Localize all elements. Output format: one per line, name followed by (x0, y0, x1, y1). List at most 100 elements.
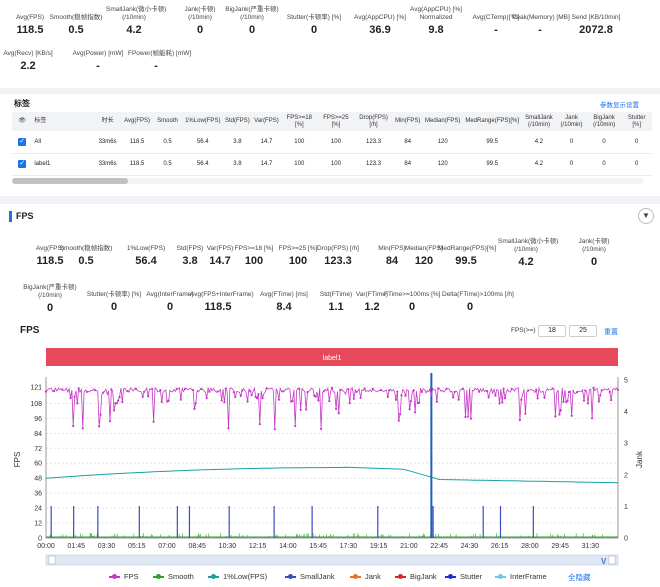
fps-point (141, 395, 144, 398)
collapse-button[interactable]: ▼ (638, 208, 654, 224)
fps-point (298, 387, 301, 390)
row-checkbox[interactable]: ✓ (12, 131, 33, 154)
stat-value: - (538, 24, 542, 36)
stat-item: FTime>=100ms [%] 0 (384, 291, 440, 313)
column-header[interactable]: MedRange(FPS)[%] (462, 112, 522, 131)
column-header[interactable]: Avg(FPS) (121, 112, 153, 131)
legend-item[interactable]: SmallJank (285, 572, 335, 581)
stat-value: 0 (166, 301, 174, 313)
legend-item[interactable]: Jank (350, 572, 381, 581)
legend-dot (448, 573, 453, 579)
stat-value: 100 (244, 255, 264, 267)
table-cell: 33m6s (93, 131, 122, 154)
fps-point (420, 390, 423, 394)
fps-point (159, 389, 162, 392)
visibility-column-header[interactable]: 👁 (12, 112, 33, 131)
table-row[interactable]: ✓ label1 33m6s 118.5 0.5 56.4 3.8 14.7 100 100 123… (12, 153, 652, 176)
column-header[interactable]: Smooth (152, 112, 183, 131)
table-cell: 0 (586, 131, 622, 154)
legend-item[interactable]: Stutter (445, 572, 482, 581)
column-header[interactable]: Jank (/10min) (556, 112, 587, 131)
fps-point (254, 395, 257, 398)
fps-point (76, 402, 79, 405)
fps-threshold-input-2[interactable]: 25 (569, 325, 597, 337)
column-header[interactable]: Std(FPS) (222, 112, 252, 131)
column-header[interactable]: 时长 (93, 112, 122, 131)
table-cell: label1 (32, 153, 94, 176)
stat-value: 118.5 (16, 24, 44, 36)
tag-table-scroll-thumb[interactable] (12, 178, 128, 184)
fps-point (600, 389, 603, 392)
x-tick-label: 17:30 (340, 543, 358, 550)
stat-label: Avg(AppCPU) [%] (354, 14, 406, 21)
hide-all-toggle[interactable]: 全隐藏 (568, 573, 591, 582)
fps-point (397, 419, 400, 422)
fps-point (126, 390, 129, 393)
x-tick-label: 22:45 (430, 543, 448, 550)
fps-point (467, 415, 470, 418)
fps-point (234, 395, 237, 399)
column-header[interactable]: 标签 (32, 112, 94, 131)
table-cell: 120 (422, 131, 463, 154)
display-settings-link[interactable]: 参数显示设置 (600, 102, 639, 109)
fps-point (320, 427, 323, 431)
fps-point (520, 398, 523, 401)
column-header[interactable]: 1%Low(FPS) (182, 112, 223, 131)
stat-value: 1.2 (364, 301, 380, 313)
tag-table-scrollbar[interactable] (12, 178, 644, 184)
fps-point (249, 389, 252, 393)
column-header[interactable]: FPS>=25 [%] (317, 112, 355, 131)
y-tick-label: 108 (30, 401, 42, 408)
stat-value: 2.2 (20, 60, 36, 72)
column-header[interactable]: SmallJank (/10min) (521, 112, 557, 131)
stat-item: Avg(AppCPU) [%] Normalized 9.8 (408, 6, 464, 36)
fps-point (93, 389, 97, 392)
legend-item[interactable]: InterFrame (495, 572, 547, 581)
column-header[interactable]: Drop(FPS) [/h] (354, 112, 393, 131)
column-header[interactable]: Stutter [%] (621, 112, 652, 131)
column-header[interactable]: Min(FPS) (392, 112, 423, 131)
legend-item[interactable]: Smooth (153, 572, 194, 581)
row-checkbox[interactable]: ✓ (12, 153, 33, 176)
stat-label: Avg(FPS) (15, 14, 45, 21)
stat-value: 0 (466, 301, 474, 313)
fps-point (551, 387, 554, 390)
fps-point (77, 387, 80, 390)
column-header[interactable]: FPS>=18 [%] (280, 112, 318, 131)
fps-point (584, 389, 587, 392)
reset-button[interactable]: 重置 (604, 329, 618, 336)
fps-point (469, 417, 473, 420)
stat-item: Avg(FPS) 118.5 (2, 14, 58, 36)
fps-point (435, 400, 438, 403)
fps-point (597, 400, 601, 403)
column-header[interactable]: Median(FPS) (422, 112, 463, 131)
stat-item: SmallJank(微小卡顿) (/10min) 4.2 (498, 238, 558, 268)
legend-item[interactable]: BigJank (395, 572, 437, 581)
legend-swatch (285, 573, 296, 579)
legend-label: SmallJank (300, 572, 335, 581)
x-tick-label: 15:45 (309, 543, 327, 550)
fps-threshold-input-1[interactable]: 18 (538, 325, 566, 337)
stat-value: 56.4 (135, 255, 157, 267)
stat-label: Avg(FTime) [ms] (260, 291, 308, 298)
stat-item: Avg(Power) [mW] - (70, 50, 126, 72)
table-cell: 84 (392, 153, 423, 176)
chevron-down-icon: ▼ (642, 211, 650, 220)
legend-item[interactable]: 1%Low(FPS) (208, 572, 267, 581)
fps-point (183, 387, 187, 390)
stat-label: 1%Low(FPS) (126, 245, 166, 252)
stat-value: 8.4 (276, 301, 292, 313)
stat-label: Min(FPS) (378, 245, 406, 252)
y-axis-label: FPS (13, 452, 22, 468)
fps-point (347, 388, 350, 391)
stat-label: SmallJank(微小卡顿) (/10min) (106, 6, 167, 21)
table-cell: 0.5 (152, 131, 183, 154)
y2-tick-label: 3 (624, 441, 628, 448)
fps-point (110, 388, 113, 391)
column-header[interactable]: Var(FPS) (251, 112, 281, 131)
legend-item[interactable]: FPS (109, 572, 139, 581)
column-header[interactable]: BigJank (/10min) (586, 112, 622, 131)
table-row[interactable]: ✓ All 33m6s 118.5 0.5 56.4 3.8 14.7 100 100 123.3 8… (12, 131, 652, 154)
stat-label: Avg(AppCPU) [%] Normalized (410, 6, 462, 21)
